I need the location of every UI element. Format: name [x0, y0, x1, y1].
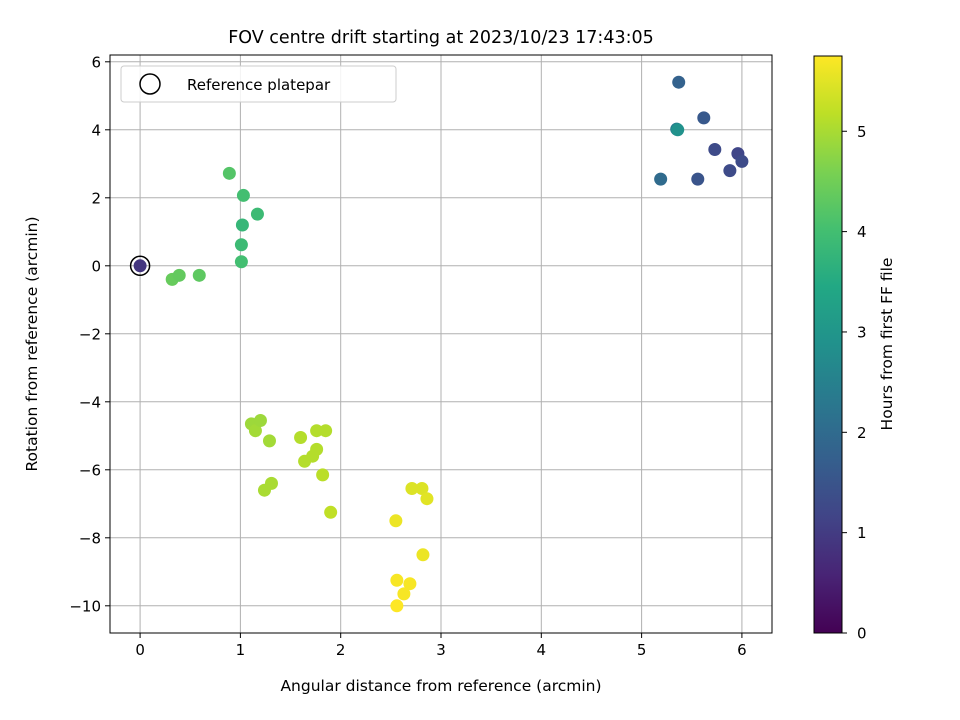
data-point	[671, 123, 685, 137]
data-point	[172, 268, 186, 282]
y-tick-label: 0	[91, 257, 101, 275]
x-tick-label: 0	[135, 641, 145, 659]
y-tick-label: 2	[91, 189, 101, 207]
colorbar-tick-label: 0	[857, 625, 867, 643]
data-point	[397, 587, 411, 601]
data-point	[416, 548, 430, 562]
data-point	[133, 259, 147, 273]
y-tick-label: −4	[79, 393, 101, 411]
colorbar-ticks: 0 1 2 3 4 5	[842, 123, 867, 643]
y-tick-label: −2	[79, 325, 101, 343]
data-point	[324, 505, 338, 519]
data-point	[294, 431, 308, 444]
data-point	[192, 268, 206, 282]
data-point	[420, 492, 434, 506]
data-point	[222, 166, 236, 180]
data-point	[654, 172, 668, 186]
y-tick-label: −10	[69, 597, 101, 615]
y-tick-label: 4	[91, 121, 101, 139]
data-point	[723, 164, 737, 178]
data-point	[310, 442, 324, 456]
data-points	[129, 75, 749, 613]
x-tick-label: 3	[436, 641, 446, 659]
colorbar-tick-label: 3	[857, 323, 867, 341]
grid-lines	[110, 55, 772, 633]
data-point	[390, 573, 404, 587]
legend-marker-icon	[139, 73, 161, 95]
x-axis-ticks: 0 1 2 3 4 5 6	[135, 633, 747, 659]
colorbar	[813, 55, 843, 634]
data-point	[415, 482, 429, 495]
data-point	[310, 424, 324, 438]
x-tick-label: 6	[737, 641, 747, 659]
data-point	[264, 476, 278, 490]
data-point	[390, 599, 404, 613]
data-point	[262, 434, 276, 448]
y-tick-label: 6	[91, 53, 101, 71]
data-point	[316, 468, 330, 482]
data-point	[236, 188, 250, 202]
data-point	[248, 424, 262, 438]
data-point	[389, 514, 403, 528]
data-point	[250, 207, 264, 221]
x-tick-label: 1	[236, 641, 246, 659]
colorbar-tick-label: 2	[857, 424, 867, 442]
x-tick-label: 2	[336, 641, 346, 659]
data-point	[403, 577, 417, 591]
colorbar-tick-label: 4	[857, 223, 867, 241]
data-point	[234, 238, 248, 252]
legend: Reference platepar	[120, 65, 397, 103]
data-point	[235, 218, 249, 232]
y-axis-ticks: −10 −8 −6 −4 −2 0 2 4 6	[69, 53, 110, 615]
colorbar-label: Hours from first FF file	[878, 258, 896, 431]
data-point	[405, 482, 419, 495]
data-point	[735, 154, 749, 168]
legend-box	[120, 65, 397, 103]
data-point	[708, 143, 722, 157]
data-point	[319, 424, 333, 438]
y-tick-label: −8	[79, 529, 101, 547]
chart-title: FOV centre drift starting at 2023/10/23 …	[228, 28, 654, 48]
legend-label: Reference platepar	[187, 76, 331, 94]
colorbar-tick-label: 5	[857, 123, 867, 141]
data-point	[253, 414, 267, 427]
data-point	[697, 111, 711, 125]
y-axis-label: Rotation from reference (arcmin)	[23, 216, 41, 471]
colorbar-tick-label: 1	[857, 524, 867, 542]
x-axis-label: Angular distance from reference (arcmin)	[280, 677, 601, 695]
x-tick-label: 5	[637, 641, 647, 659]
data-point	[234, 255, 248, 269]
x-tick-label: 4	[537, 641, 547, 659]
reference-platepar-marker	[129, 255, 151, 277]
y-tick-label: −6	[79, 461, 101, 479]
data-point	[672, 75, 686, 89]
data-point	[691, 172, 705, 186]
